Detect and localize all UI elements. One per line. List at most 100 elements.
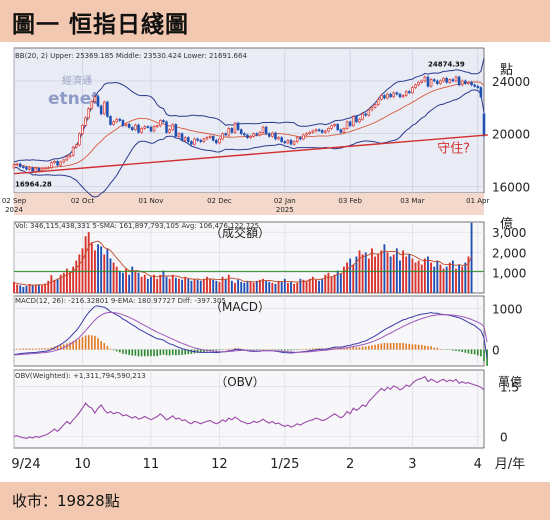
volume-bar — [389, 256, 392, 293]
macd-histogram-bar — [246, 349, 249, 351]
candle-body — [28, 167, 31, 170]
candle-body — [196, 138, 199, 141]
candle-body — [40, 168, 44, 171]
candle-body — [330, 125, 333, 129]
candle-body — [348, 121, 352, 127]
volume-bar — [118, 270, 121, 293]
volume-bar — [262, 278, 264, 293]
macd-histogram-bar — [277, 349, 280, 351]
macd-histogram-bar — [274, 349, 277, 351]
macd-histogram-bar — [439, 348, 442, 350]
candle-body — [236, 122, 240, 131]
candle-body — [205, 137, 209, 140]
volume-bar — [221, 276, 224, 293]
macd-histogram-bar — [361, 346, 364, 350]
volume-bar — [187, 278, 190, 293]
macd-histogram-bar — [94, 335, 96, 350]
macd-histogram-bar — [72, 341, 74, 350]
macd-histogram-bar — [91, 335, 93, 350]
volume-bar — [190, 280, 193, 293]
candle-body — [252, 133, 255, 137]
macd-histogram-bar — [424, 345, 426, 350]
macd-histogram-bar — [287, 349, 289, 351]
volume-bar — [171, 274, 174, 293]
macd-histogram-bar — [371, 345, 373, 350]
volume-bar — [122, 272, 124, 293]
volume-bar — [367, 258, 370, 293]
macd-histogram-bar — [38, 348, 40, 350]
volume-bar — [430, 262, 433, 293]
date-tick-label: 03 Feb — [338, 197, 362, 205]
macd-histogram-bar — [476, 349, 479, 356]
macd-histogram-bar — [56, 345, 59, 350]
volume-bar — [377, 254, 380, 293]
candle-body — [439, 80, 442, 84]
macd-histogram-bar — [143, 349, 146, 357]
macd-histogram-bar — [218, 349, 221, 351]
date-tick-label: 01 Apr — [466, 197, 489, 205]
volume-bar — [324, 274, 327, 293]
candle-body — [364, 113, 367, 116]
candle-body — [445, 77, 448, 83]
candle-body — [224, 133, 227, 136]
candle-body — [96, 96, 100, 107]
candle-body — [78, 133, 81, 146]
candle-body — [22, 166, 25, 168]
macd-histogram-bar — [178, 349, 180, 356]
volume-bar — [414, 262, 417, 293]
volume-tick-label: 2,000 — [492, 246, 526, 260]
volume-bar — [258, 279, 261, 293]
candle-body — [361, 113, 364, 120]
macd-histogram-bar — [156, 349, 158, 357]
candle-body — [87, 108, 90, 119]
macd-tick-label: 0 — [492, 344, 500, 358]
candle-body — [146, 126, 150, 128]
candle-body — [467, 81, 470, 84]
volume-bar — [318, 280, 320, 293]
candle-body — [299, 137, 302, 140]
candle-body — [174, 124, 178, 137]
support-annotation: 守住? — [437, 141, 470, 156]
volume-bar — [433, 266, 436, 293]
macd-histogram-bar — [427, 346, 429, 350]
volume-bar — [299, 278, 302, 293]
macd-histogram-bar — [380, 343, 383, 350]
volume-bar — [343, 266, 345, 293]
macd-histogram-bar — [448, 349, 451, 351]
candle-body — [121, 120, 125, 127]
candle-body — [429, 79, 433, 87]
macd-histogram-bar — [346, 347, 348, 350]
macd-histogram-bar — [352, 347, 355, 350]
candle-body — [149, 126, 153, 132]
title-bar: 圖一 恒指日綫圖 — [0, 0, 550, 42]
macd-histogram-bar — [112, 349, 115, 351]
date-year-label: 2025 — [276, 206, 294, 214]
obv-header-readout: OBV(Weighted): +1,311,794,590,213 — [15, 372, 146, 380]
macd-histogram-bar — [175, 349, 177, 356]
macd-histogram-bar — [483, 349, 485, 361]
candle-body — [311, 130, 315, 133]
candle-body — [292, 141, 296, 145]
candle-body — [479, 87, 483, 98]
candle-body — [451, 79, 455, 82]
candle-body — [274, 132, 277, 140]
macd-histogram-bar — [212, 349, 215, 351]
volume-bar — [296, 282, 299, 293]
volume-bar — [184, 276, 187, 293]
volume-bar — [436, 260, 439, 293]
candle-body — [193, 138, 196, 145]
volume-bar — [308, 278, 311, 293]
candle-body — [59, 161, 62, 166]
candle-body — [367, 109, 371, 116]
candle-body — [414, 84, 417, 88]
macd-histogram-bar — [249, 349, 252, 351]
candle-body — [152, 126, 156, 132]
macd-histogram-bar — [271, 349, 274, 350]
volume-bar — [458, 264, 461, 293]
candle-body — [109, 116, 112, 125]
macd-histogram-bar — [262, 349, 264, 350]
volume-bar — [411, 258, 414, 293]
date-tick-label: 03 Mar — [400, 197, 424, 205]
